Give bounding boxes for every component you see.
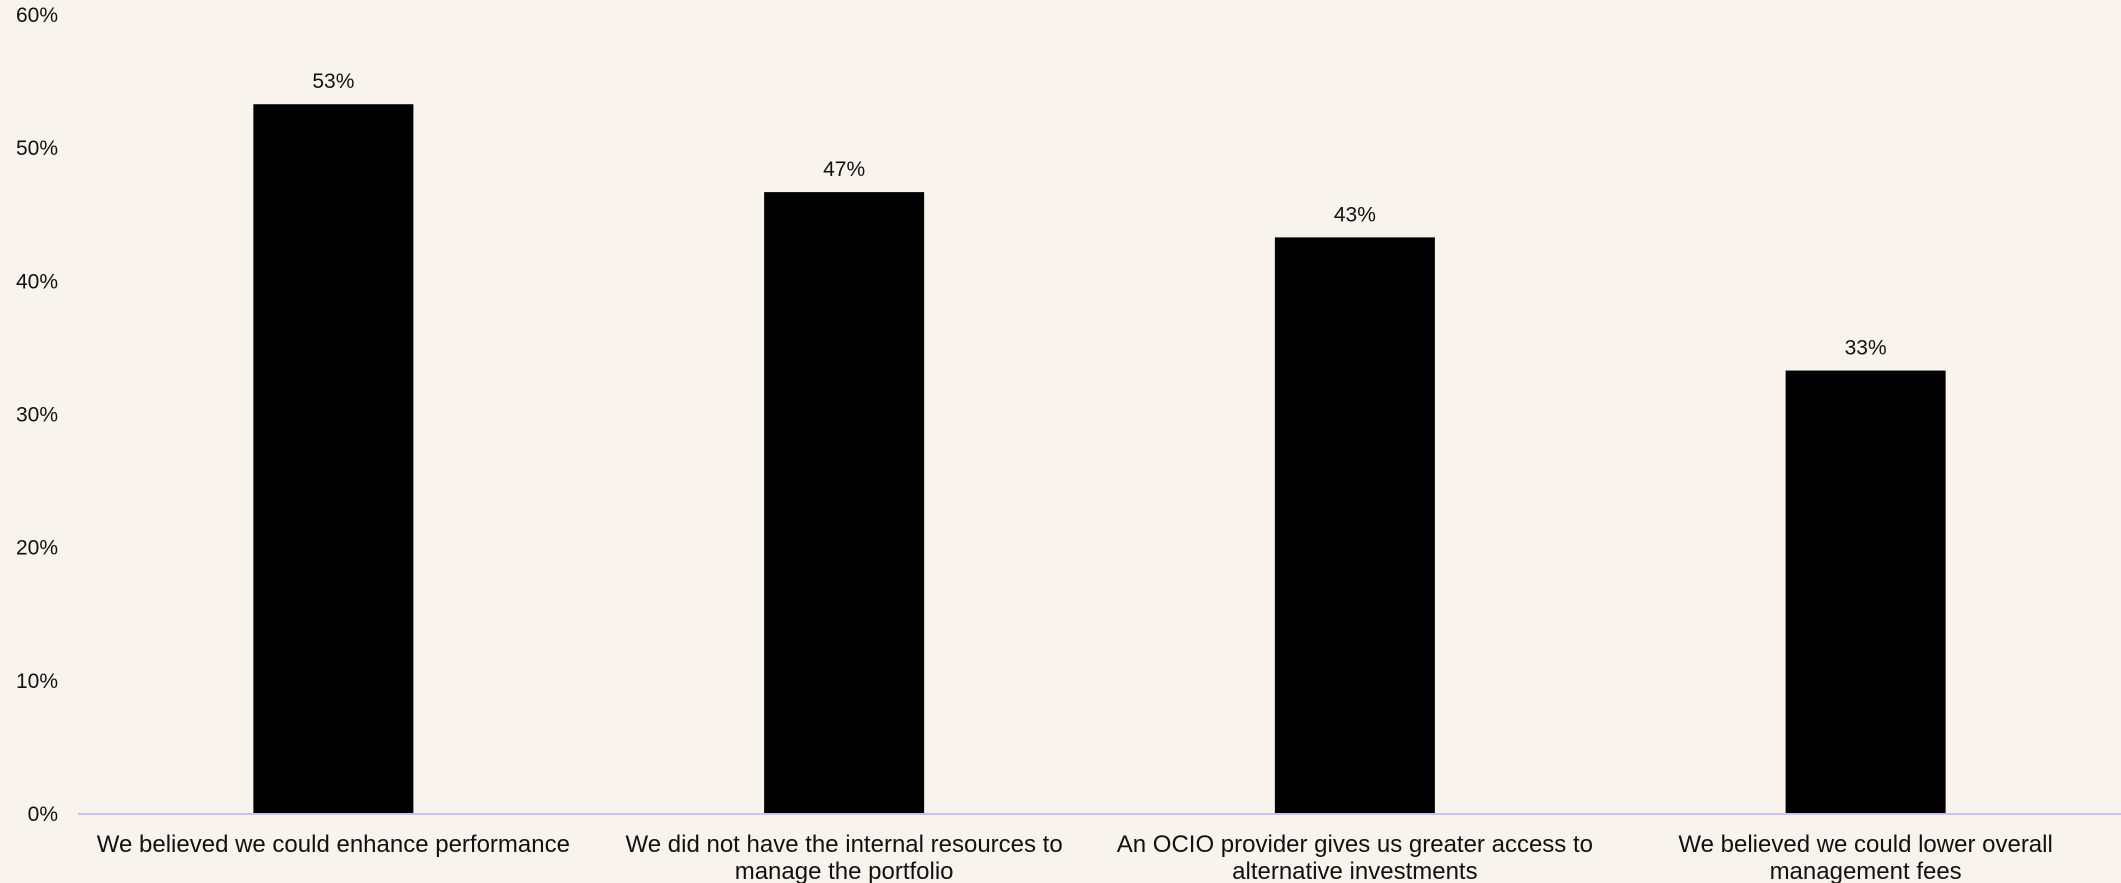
x-category-label: We believed we could enhance performance: [97, 831, 570, 858]
y-tick-label: 20%: [16, 537, 58, 560]
x-category-label: An OCIO provider gives us greater access…: [1117, 831, 1593, 883]
bar: [253, 104, 414, 814]
x-category-label: We believed we could lower overall manage…: [1678, 831, 2052, 883]
x-category-label-line: manage the portfolio: [735, 858, 954, 883]
category-labels: We believed we could enhance performance…: [97, 831, 2053, 883]
bar: [1274, 237, 1435, 815]
y-tick-label: 0%: [28, 803, 58, 826]
bar: [764, 192, 925, 814]
bars: [253, 104, 1946, 815]
y-axis: 0% 10% 20% 30% 40% 50% 60%: [16, 4, 58, 826]
data-labels: 53% 47% 43% 33%: [312, 70, 1886, 359]
bar-value-label: 53%: [312, 70, 354, 93]
y-tick-label: 40%: [16, 270, 58, 293]
x-category-label-line: alternative investments: [1232, 858, 1477, 883]
y-tick-label: 50%: [16, 137, 58, 160]
x-category-label-line: We believed we could enhance performance: [97, 831, 570, 858]
x-category-label: We did not have the internal resources t…: [626, 831, 1063, 883]
bar-value-label: 47%: [823, 158, 865, 181]
x-category-label-line: An OCIO provider gives us greater access…: [1117, 831, 1593, 858]
x-category-label-line: We did not have the internal resources t…: [626, 831, 1063, 858]
bar-value-label: 43%: [1334, 203, 1376, 226]
x-category-label-line: management fees: [1770, 858, 1962, 883]
bar-value-label: 33%: [1845, 337, 1887, 360]
x-category-label-line: We believed we could lower overall: [1678, 831, 2052, 858]
bar: [1785, 370, 1946, 814]
y-tick-label: 60%: [16, 4, 58, 27]
y-tick-label: 10%: [16, 670, 58, 693]
y-tick-label: 30%: [16, 404, 58, 427]
